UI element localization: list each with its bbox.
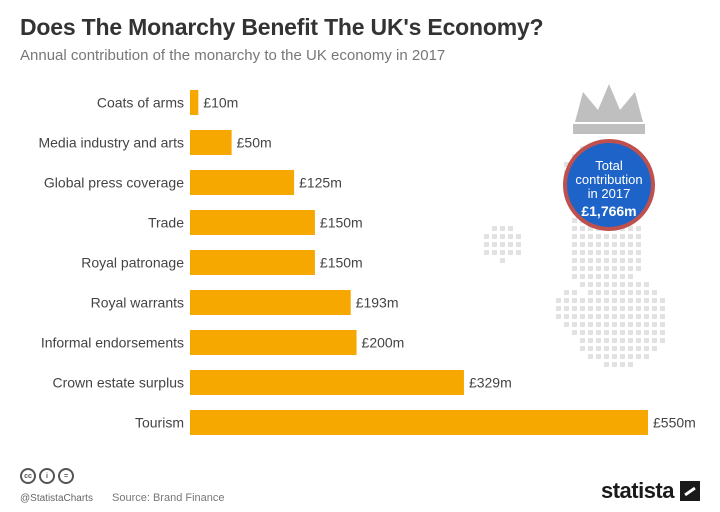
category-label: Royal patronage [81,255,184,271]
badge-circle [563,139,655,231]
category-label: Royal warrants [91,295,184,311]
data-label: £150m [320,255,363,271]
data-label: £550m [653,415,696,431]
bar [190,90,199,115]
badge-line-2: contribution [575,172,642,187]
equals-icon: = [58,468,74,484]
statista-logo-icon [680,481,700,501]
statista-logo[interactable]: statista [601,478,700,504]
by-icon: i [39,468,55,484]
license-icons: cc i = [20,468,74,484]
data-label: £193m [356,295,399,311]
brand-name: statista [600,478,675,503]
total-contribution-badge: Total contribution in 2017 £1,766m [563,139,655,231]
bar [190,170,295,195]
data-label: £150m [320,215,363,231]
category-label: Media industry and arts [38,135,184,151]
cc-icon: cc [20,468,36,484]
source-text: Source: Brand Finance [112,492,225,504]
bar [190,410,648,435]
chart-subtitle: Annual contribution of the monarchy to t… [20,47,446,64]
chart-title: Does The Monarchy Benefit The UK's Econo… [20,14,544,40]
category-label: Crown estate surplus [52,375,184,391]
bar [190,130,232,155]
bar [190,250,315,275]
category-label: Global press coverage [44,175,184,191]
statista-handle: @StatistaCharts [20,493,93,504]
bar [190,330,357,355]
data-label: £50m [237,135,272,151]
bars-group: Coats of arms £10m Media industry and arts… [38,90,696,435]
bar [190,370,464,395]
data-label: £125m [299,175,342,191]
data-label: £329m [469,375,512,391]
badge-line-3: in 2017 [588,186,631,201]
badge-value: £1,766m [581,203,636,219]
category-label: Informal endorsements [41,335,184,351]
category-label: Trade [148,215,184,231]
crown-icon [573,84,645,134]
data-label: £10m [203,95,238,111]
data-label: £200m [362,335,405,351]
bar [190,210,315,235]
bar-chart: Total contribution in 2017 £1,766m Coats… [38,84,696,435]
category-label: Coats of arms [97,95,184,111]
bar [190,290,351,315]
footer: cc i = @StatistaCharts Source: Brand Fin… [0,462,720,512]
badge-line-1: Total [595,158,623,173]
category-label: Tourism [135,415,184,431]
